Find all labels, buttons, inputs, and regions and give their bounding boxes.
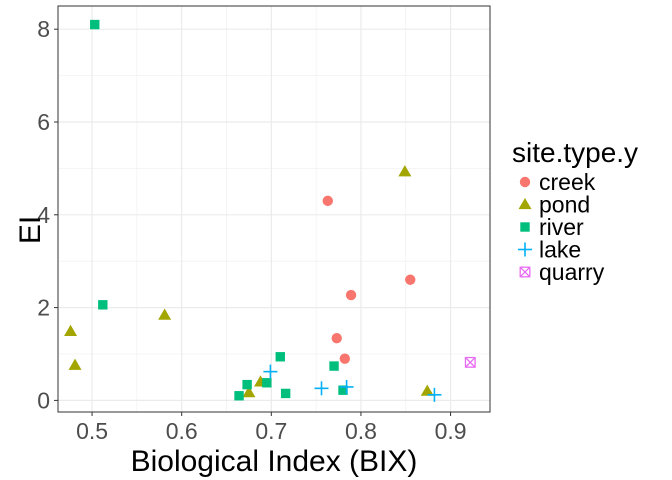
data-point-lake [339, 379, 354, 394]
data-point-creek [345, 289, 357, 301]
data-point-river [234, 391, 244, 401]
data-point-quarry [464, 356, 476, 368]
panel-border [57, 5, 491, 413]
data-point-river [98, 300, 108, 310]
data-point-river [242, 379, 252, 390]
data-point-river [275, 352, 285, 362]
data-point-river [338, 385, 348, 395]
data-point-creek [339, 353, 351, 364]
y-axis-title: EI [14, 216, 47, 244]
data-points [64, 19, 476, 402]
y-tick-label: 4 [37, 202, 50, 228]
y-tick-label: 8 [37, 16, 50, 42]
y-tick-label: 6 [37, 109, 50, 135]
x-axis-ticks: 0.5 0.6 0.7 0.8 0.9 [76, 412, 467, 444]
legend-label-pond: pond [539, 192, 590, 218]
data-point-river [262, 378, 272, 388]
legend-key-river [520, 222, 530, 232]
x-tick-label: 0.6 [166, 418, 198, 444]
legend-label-lake: lake [539, 237, 581, 263]
data-point-creek [331, 333, 342, 344]
data-point-river [90, 19, 100, 30]
data-point-lake [314, 381, 329, 396]
y-tick-label: 2 [37, 295, 50, 321]
data-point-pond [158, 308, 172, 320]
data-point-pond [68, 358, 82, 370]
data-point-river [280, 388, 291, 399]
legend-key-creek [519, 176, 531, 188]
legend-label-quarry: quarry [539, 259, 605, 285]
data-point-river [329, 361, 339, 371]
x-tick-label: 0.9 [435, 418, 467, 444]
data-point-pond [420, 384, 434, 396]
panel-background [58, 6, 490, 412]
x-axis-title: Biological Index (BIX) [131, 445, 418, 478]
x-tick-label: 0.8 [345, 418, 377, 444]
data-point-lake [427, 387, 442, 402]
data-point-pond [398, 165, 412, 177]
legend-key-quarry [519, 266, 531, 278]
legend-label-river: river [539, 214, 584, 240]
data-point-creek [405, 274, 416, 285]
data-point-lake [263, 364, 278, 379]
data-point-pond [242, 386, 256, 398]
data-point-pond [64, 324, 78, 336]
major-gridlines [58, 6, 490, 412]
minor-gridlines [58, 6, 490, 412]
legend-title: site.type.y [512, 137, 638, 168]
y-tick-label: 0 [37, 387, 50, 413]
legend-key-pond [518, 198, 532, 210]
data-point-creek [322, 195, 333, 207]
x-tick-label: 0.7 [255, 418, 287, 444]
x-tick-label: 0.5 [76, 418, 108, 444]
y-axis-ticks: 0 2 4 6 8 [37, 16, 58, 413]
legend-label-creek: creek [539, 169, 596, 195]
legend-key-lake [518, 242, 532, 257]
